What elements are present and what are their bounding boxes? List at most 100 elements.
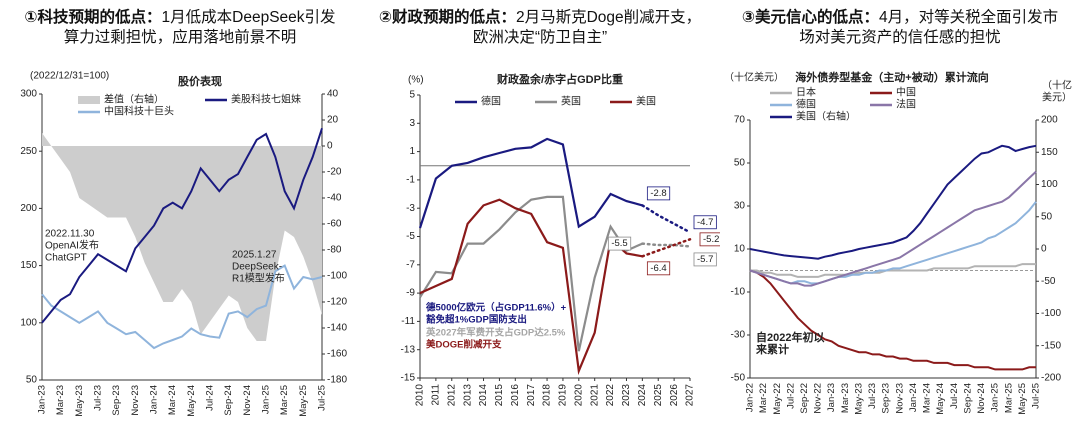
x-tick-label: 2022 (605, 384, 616, 407)
annotation: 英2027年军费开支占GDP达2.5% (426, 327, 566, 339)
line (749, 269, 1036, 371)
y-tick-label: -30 (731, 330, 746, 341)
value-label-box (693, 252, 717, 267)
heading-text: 4月，对等关税全面引发市场对美元资产的信任感的担忧 (799, 9, 1059, 46)
y2-tick-label: 200 (1041, 115, 1058, 126)
x-tick-label: Mar-24 (167, 385, 178, 415)
annotation: 豁免超1%GDP国防支出 (426, 314, 527, 326)
y2-axis-label: （十亿 (1042, 79, 1072, 92)
x-tick-label: Jul-25 (1031, 383, 1042, 409)
annotation: ChatGPT (45, 253, 87, 264)
y-tick-label: 100 (20, 317, 37, 328)
x-tick-label: Nov-24 (242, 385, 253, 416)
x-tick-label: Mar-25 (1003, 383, 1014, 413)
annotation: 2022.11.30 (45, 229, 95, 240)
panel: ①科技预期的低点：1月低成本DeepSeek引发算力过剩担忧，应用落地前景不明 … (0, 0, 360, 424)
y2-tick-label: 0 (327, 141, 333, 152)
y2-tick-label: -50 (1041, 276, 1056, 287)
line (750, 263, 1036, 278)
value-label-box (693, 215, 717, 230)
legend-label: 德国 (481, 95, 501, 108)
x-tick-label: Jan-23 (826, 383, 837, 412)
line-projection (641, 242, 692, 248)
x-tick-label: May-25 (298, 385, 309, 417)
line-projection (641, 204, 692, 234)
annotation: 2025.1.27 (232, 250, 277, 261)
x-tick-label: 2012 (446, 384, 457, 407)
value-label-box (646, 261, 671, 276)
heading: ①科技预期的低点：1月低成本DeepSeek引发算力过剩担忧，应用落地前景不明 (0, 0, 360, 58)
y2-tick-label: -120 (327, 297, 347, 308)
y-tick-label: -3 (406, 203, 415, 214)
x-tick-label: 2019 (558, 384, 569, 407)
line (418, 137, 643, 229)
x-tick-label: Jan-24 (908, 383, 919, 412)
x-tick-label: Sep-24 (962, 383, 973, 414)
legend-label: 美国（右轴） (796, 110, 856, 123)
legend-label: 日本 (796, 86, 816, 99)
y-tick-label: 200 (20, 203, 37, 214)
y2-tick-label: -180 (327, 375, 347, 386)
x-tick-label: Jan-24 (149, 385, 160, 414)
heading-text: 2月马斯克Doge削减开支，欧洲决定“防卫自主” (472, 9, 702, 46)
y-tick-label: -7 (406, 259, 415, 270)
y2-axis-label: 美元） (1042, 91, 1072, 104)
annotation: DeepSeek- (232, 262, 282, 273)
chart: 股价表现(2022/12/31=100)50100150200250300-18… (20, 71, 347, 417)
line-projection (641, 238, 692, 258)
x-tick-label: Sep-23 (111, 385, 122, 416)
chart: 财政盈余/赤字占GDP比重(%)531-1-3-5-7-9-11-13-1520… (401, 72, 720, 407)
x-tick-label: 2014 (478, 384, 489, 407)
y-tick-label: 1 (409, 146, 415, 157)
y-tick-label: -5 (406, 231, 415, 242)
y2-tick-label: 40 (327, 89, 339, 100)
x-tick-label: Jan-25 (990, 383, 1001, 412)
value-label: -2.8 (650, 188, 666, 199)
x-tick-label: Jul-25 (317, 385, 328, 411)
x-tick-label: May-23 (853, 383, 864, 415)
x-tick-label: 2026 (669, 384, 680, 407)
y2-tick-label: 50 (1041, 211, 1053, 222)
panel: ③美元信心的低点：4月，对等关税全面引发市场对美元资产的信任感的担忧 海外债券型… (720, 0, 1080, 424)
annotation: OpenAI发布 (45, 239, 99, 252)
line (41, 127, 323, 324)
y-tick-label: 50 (734, 158, 746, 169)
y2-tick-label: -200 (1041, 373, 1061, 384)
y-tick-label: 70 (734, 115, 746, 126)
y-axis-label: (%) (408, 75, 424, 86)
y-tick-label: 150 (20, 260, 37, 271)
y2-tick-label: 100 (1041, 179, 1058, 190)
x-tick-label: Jan-25 (261, 385, 272, 414)
x-tick-label: Mar-22 (758, 383, 769, 413)
y-tick-label: -10 (731, 287, 746, 298)
legend-label: 差值（右轴） (104, 93, 164, 106)
x-tick-label: Nov-23 (894, 383, 905, 414)
y-axis-label: （十亿美元） (724, 71, 784, 84)
x-tick-label: 2010 (415, 384, 426, 407)
x-tick-label: 2021 (589, 384, 600, 407)
y2-tick-label: -100 (1041, 308, 1061, 319)
x-tick-label: Nov-24 (976, 383, 987, 414)
y2-tick-label: -80 (327, 245, 342, 256)
chart-title: 财政盈余/赤字占GDP比重 (496, 72, 623, 86)
annotation: 德5000亿欧元（占GDP11.6%）+ (426, 302, 567, 314)
legend-label: 中国 (896, 86, 916, 99)
y2-tick-label: -40 (327, 193, 342, 204)
heading-lead: ②财政预期的低点： (378, 9, 516, 26)
value-label: -4.7 (697, 217, 713, 228)
value-label: -5.5 (611, 238, 627, 249)
x-tick-label: Jul-24 (949, 383, 960, 409)
x-tick-label: 2018 (542, 384, 553, 407)
y-tick-label: 300 (20, 89, 37, 100)
y-tick-label: -15 (401, 373, 416, 384)
x-tick-label: May-23 (74, 385, 85, 417)
x-tick-label: Mar-24 (922, 383, 933, 413)
legend-label: 美股科技七姐妹 (231, 93, 301, 106)
value-label: -5.7 (697, 254, 713, 265)
x-tick-label: Jul-22 (785, 383, 796, 409)
y-tick-label: -1 (406, 175, 415, 186)
heading-lead: ③美元信心的低点： (741, 9, 879, 26)
line (749, 144, 1037, 260)
y-tick-label: 3 (409, 118, 415, 129)
